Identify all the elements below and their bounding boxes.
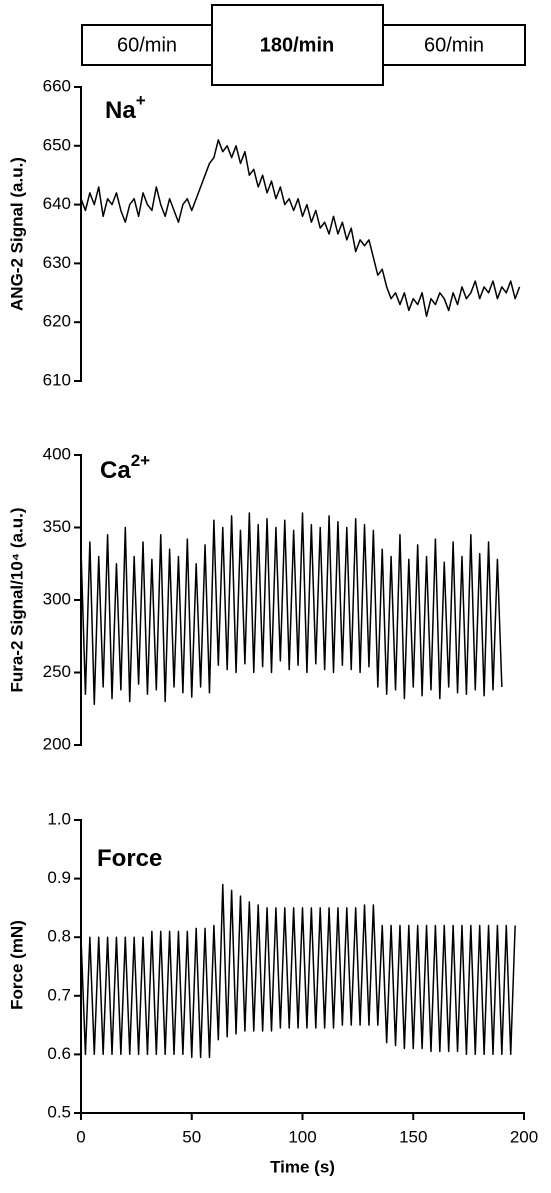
signal-trace: [80, 512, 503, 706]
annotation-text: Ca: [100, 457, 131, 484]
y-tick-label: 630: [43, 253, 71, 272]
x-tick-label: 50: [182, 1127, 201, 1146]
annotation-superscript: +: [136, 91, 146, 110]
annotation: Force: [97, 845, 162, 872]
y-tick-label: 0.7: [47, 985, 71, 1004]
annotation: Ca2+: [100, 451, 150, 484]
x-axis-label: Time (s): [270, 1157, 335, 1176]
y-tick-label: 640: [43, 194, 71, 213]
protocol-box: [81, 24, 213, 66]
y-tick-label: 300: [43, 589, 71, 608]
y-tick-label: 0.6: [47, 1044, 71, 1063]
y-tick-label: 0.8: [47, 927, 71, 946]
x-tick-label: 150: [399, 1127, 427, 1146]
protocol-box: [382, 24, 526, 66]
signal-trace: [80, 139, 521, 318]
signal-trace: [80, 883, 516, 1059]
protocol-label: 180/min: [260, 34, 334, 56]
y-tick-label: 350: [43, 517, 71, 536]
y-tick-label: 620: [43, 312, 71, 331]
protocol-label: 60/min: [424, 34, 484, 56]
y-axis-label: Fura-2 Signal/10⁴ (a.u.): [7, 507, 26, 692]
annotation-superscript: 2+: [131, 451, 150, 470]
y-tick-label: 250: [43, 662, 71, 681]
y-tick-label: 200: [43, 734, 71, 753]
y-axis-label: Force (mN): [7, 920, 26, 1010]
y-tick-label: 0.9: [47, 868, 71, 887]
y-tick-label: 400: [43, 444, 71, 463]
y-tick-label: 0.5: [47, 1102, 71, 1121]
y-tick-label: 610: [43, 370, 71, 389]
y-tick-label: 660: [43, 76, 71, 95]
x-tick-label: 200: [510, 1127, 538, 1146]
y-axis-label: ANG-2 Signal (a.u.): [7, 157, 26, 311]
protocol-box: [211, 4, 384, 86]
annotation-text: Na: [105, 97, 136, 124]
annotation-text: Force: [97, 845, 162, 872]
x-tick-label: 100: [288, 1127, 316, 1146]
annotation: Na+: [105, 91, 146, 124]
x-tick-label: 0: [76, 1127, 85, 1146]
protocol-label: 60/min: [117, 34, 177, 56]
protocol-bar: 60/min 180/min 60/min: [81, 4, 526, 86]
y-tick-label: 650: [43, 135, 71, 154]
y-tick-label: 1.0: [47, 809, 71, 828]
